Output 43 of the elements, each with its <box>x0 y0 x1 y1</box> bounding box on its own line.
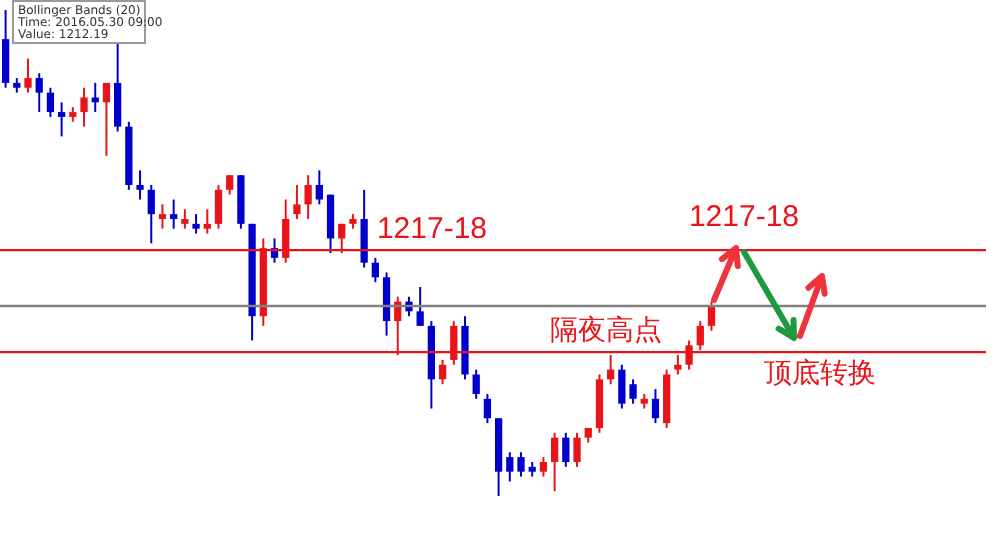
candlestick <box>203 208 211 235</box>
candlestick <box>304 174 312 220</box>
candlestick <box>80 86 88 128</box>
candlestick <box>102 81 111 157</box>
candlestick <box>147 183 155 245</box>
candlestick <box>158 203 167 230</box>
candlestick <box>192 213 200 235</box>
candlestick <box>371 256 379 284</box>
candlestick <box>618 363 626 410</box>
candlestick <box>1 9 10 89</box>
candlestick <box>707 300 716 332</box>
candlestick <box>35 72 43 114</box>
candlestick <box>136 169 144 201</box>
candlestick <box>114 43 122 133</box>
candlestick <box>382 271 391 337</box>
candlestick <box>517 451 525 478</box>
annotation: 1217-18 <box>688 200 800 234</box>
candlestick <box>416 286 424 327</box>
candlestick <box>170 198 178 230</box>
candlestick <box>573 431 581 468</box>
candlestick <box>360 188 368 269</box>
candlestick <box>293 183 301 220</box>
candlestick <box>438 358 447 386</box>
annotation: 1217-18 <box>376 212 488 246</box>
candlestick <box>57 101 66 138</box>
candlestick <box>226 174 234 196</box>
candlestick <box>539 456 548 478</box>
candlestick <box>46 86 55 118</box>
candlestick <box>326 193 335 254</box>
candlestick <box>24 57 32 94</box>
candlestick <box>91 81 99 114</box>
ref-line-label: 隔夜高点 <box>550 315 662 348</box>
candlestick <box>181 208 189 230</box>
candlestick <box>315 169 323 206</box>
candlestick <box>483 392 492 425</box>
candlestick <box>629 378 637 405</box>
candlestick <box>550 431 559 493</box>
candlestick <box>214 183 223 230</box>
candlestick <box>562 431 570 468</box>
candlestick <box>472 368 480 400</box>
candlestick <box>651 388 660 425</box>
text: 顶底转换 <box>764 358 876 390</box>
candlestick <box>506 451 514 483</box>
